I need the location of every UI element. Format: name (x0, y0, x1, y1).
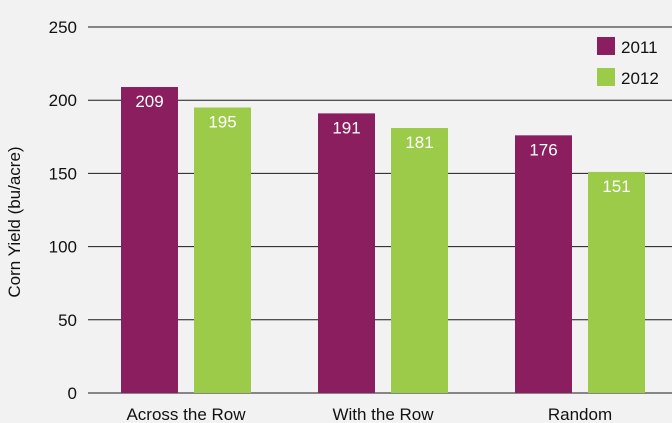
y-tick-label: 50 (58, 311, 77, 330)
bar-2011-2 (318, 113, 375, 393)
bar-2012-3 (588, 171, 645, 393)
bar-value-label: 176 (529, 140, 557, 159)
y-tick-label: 200 (49, 91, 77, 110)
gridlines (88, 26, 672, 394)
bar-2012-2 (391, 128, 448, 394)
bar-value-label: 191 (332, 118, 360, 137)
bar-2011-3 (515, 135, 572, 393)
legend-label-2012: 2012 (621, 69, 659, 88)
y-tick-label: 250 (49, 18, 77, 37)
y-tick-label: 150 (49, 164, 77, 183)
bar-value-label: 209 (135, 92, 163, 111)
x-axis-categories: Across the Row With the Row Random (126, 405, 612, 423)
bars: 209 195 191 181 176 151 (121, 87, 645, 394)
x-category-label: Across the Row (126, 405, 246, 423)
y-tick-label: 100 (49, 238, 77, 257)
bar-value-label: 151 (602, 177, 630, 196)
y-axis-ticks: 0 50 100 150 200 250 (49, 18, 77, 403)
bar-2012-1 (194, 107, 251, 394)
x-category-label: With the Row (332, 405, 434, 423)
legend-label-2011: 2011 (621, 38, 658, 57)
legend-swatch-2012 (597, 68, 615, 86)
y-axis-label: Corn Yield (bu/acre) (5, 146, 24, 297)
legend: 2011 2012 (597, 37, 659, 88)
bar-value-label: 195 (208, 113, 236, 132)
x-category-label: Random (548, 405, 612, 423)
bar-value-label: 181 (405, 133, 433, 152)
bar-2011-1 (121, 87, 178, 394)
legend-swatch-2011 (597, 37, 615, 55)
y-tick-label: 0 (68, 384, 77, 403)
